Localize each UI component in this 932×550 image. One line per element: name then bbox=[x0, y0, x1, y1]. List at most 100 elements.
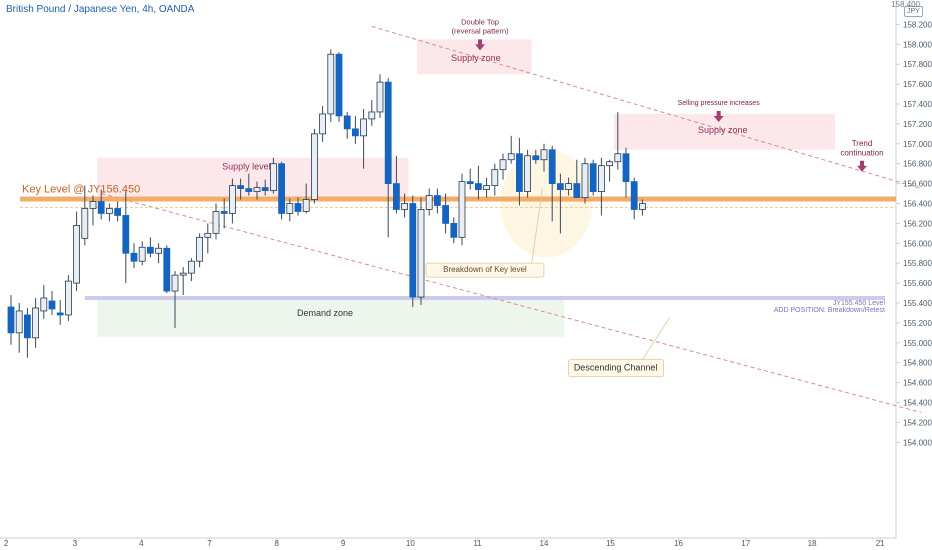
candle-down bbox=[589, 163, 597, 192]
time-tick-label: 15 bbox=[606, 539, 615, 548]
candle-up bbox=[286, 203, 294, 214]
candle-up bbox=[565, 183, 572, 190]
candle-down bbox=[130, 252, 138, 262]
channel-callout bbox=[568, 359, 664, 378]
candle-down bbox=[622, 153, 630, 183]
candle-up bbox=[171, 274, 179, 292]
descending-channel-label: Descending Channel bbox=[574, 363, 658, 373]
time-tick-label: 14 bbox=[540, 539, 549, 548]
candles-layer bbox=[7, 49, 646, 358]
channel-lines bbox=[101, 25, 922, 413]
candle-down bbox=[442, 205, 450, 224]
candle-up bbox=[639, 203, 646, 210]
price-tick-label: 154.600 bbox=[903, 379, 932, 388]
candle-up bbox=[417, 209, 425, 298]
candle-down bbox=[516, 153, 523, 192]
trend-arrow bbox=[857, 160, 867, 172]
candle-down bbox=[343, 115, 351, 130]
candle-up bbox=[228, 185, 236, 214]
time-tick-label: 9 bbox=[341, 539, 346, 548]
candle-up bbox=[187, 260, 195, 274]
candle-up bbox=[81, 208, 89, 239]
candle-up bbox=[269, 163, 277, 191]
supply-zone-label: Supply zone bbox=[451, 53, 501, 63]
breakdown-highlight-circle bbox=[500, 149, 593, 258]
candle-down bbox=[48, 300, 56, 310]
candle-up bbox=[196, 236, 204, 262]
candle-up bbox=[179, 272, 187, 276]
candle-up bbox=[40, 297, 48, 312]
selling-pressure-arrow bbox=[713, 110, 724, 122]
annotations-layer: Key Level @ JY156.450 Supply level Supply … bbox=[22, 17, 886, 378]
time-tick-label: 17 bbox=[741, 539, 750, 548]
candle-up bbox=[253, 187, 261, 192]
candle-up bbox=[73, 224, 80, 284]
price-tick-label: 156.600 bbox=[903, 180, 932, 189]
candle-up bbox=[32, 307, 39, 339]
level-note: JY155.450 Level bbox=[833, 300, 886, 307]
candle-down bbox=[532, 155, 540, 161]
price-axis[interactable]: 158.200 158.000 157.800 157.600 157.400 157.2… bbox=[896, 20, 932, 447]
time-tick-label: 7 bbox=[207, 539, 212, 548]
breakdown-label: Breakdown of Key level bbox=[443, 265, 527, 274]
key-level-band bbox=[20, 196, 896, 202]
breakdown-pointer bbox=[531, 188, 543, 264]
price-tick-label: 157.400 bbox=[903, 100, 932, 109]
double-top-sublabel: (reversal pattern) bbox=[451, 26, 509, 35]
candle-down bbox=[450, 222, 458, 238]
candle-down bbox=[630, 181, 638, 210]
price-tick-label: 158.000 bbox=[903, 40, 932, 49]
candle-up bbox=[155, 247, 163, 254]
candle-down bbox=[23, 314, 31, 339]
time-axis[interactable]: 2 3 4 7 8 9 10 11 14 15 16 17 18 21 bbox=[4, 538, 885, 548]
candle-up bbox=[319, 113, 327, 135]
zones-layer bbox=[97, 39, 835, 337]
candle-down bbox=[163, 247, 171, 292]
candle-down bbox=[294, 203, 302, 212]
selling-pressure-label: Selling pressure increases bbox=[678, 100, 761, 107]
candle-down bbox=[146, 246, 154, 254]
candle-down bbox=[245, 188, 253, 192]
price-tick-label: 154.000 bbox=[903, 438, 932, 447]
breakdown-highlight bbox=[500, 149, 593, 258]
price-tick-label: 154.800 bbox=[903, 359, 932, 368]
channel-line bbox=[101, 193, 922, 413]
channel-pointer bbox=[642, 317, 670, 360]
candle-down bbox=[557, 183, 564, 190]
price-tick-label: 156.000 bbox=[903, 239, 932, 248]
trend-sublabel: continuation bbox=[840, 149, 883, 158]
candle-down bbox=[220, 211, 228, 214]
candle-up bbox=[540, 149, 548, 161]
currency-badge[interactable]: JPY bbox=[904, 6, 923, 17]
price-tick-label: 157.000 bbox=[903, 140, 932, 149]
candle-down bbox=[335, 53, 343, 117]
candle-up bbox=[106, 208, 113, 214]
candle-down bbox=[548, 149, 556, 185]
candle-up bbox=[376, 81, 384, 113]
levels-layer bbox=[20, 196, 896, 301]
double-top-label: Double Top bbox=[461, 17, 499, 26]
time-tick-label: 2 bbox=[4, 539, 9, 548]
supply-zone-label: Supply zone bbox=[698, 125, 748, 135]
candle-down bbox=[384, 81, 392, 184]
price-tick-label: 154.400 bbox=[903, 399, 932, 408]
candle-down bbox=[114, 208, 121, 216]
candle-down bbox=[97, 201, 105, 214]
supply-level-label: Supply level bbox=[222, 162, 271, 172]
candle-up bbox=[425, 195, 433, 210]
candle-down bbox=[278, 163, 286, 214]
candle-up bbox=[483, 185, 491, 190]
candle-up bbox=[138, 246, 146, 262]
candle-down bbox=[351, 128, 359, 137]
price-tick-label: 155.600 bbox=[903, 279, 932, 288]
candle-up bbox=[212, 211, 220, 234]
price-tick-label: 157.200 bbox=[903, 120, 932, 129]
candle-down bbox=[409, 203, 417, 298]
channel-line bbox=[371, 25, 922, 190]
candle-up bbox=[499, 159, 507, 171]
trend-label: Trend bbox=[852, 139, 873, 148]
time-tick-label: 18 bbox=[808, 539, 817, 548]
candle-up bbox=[310, 133, 318, 200]
candle-down bbox=[56, 312, 64, 316]
